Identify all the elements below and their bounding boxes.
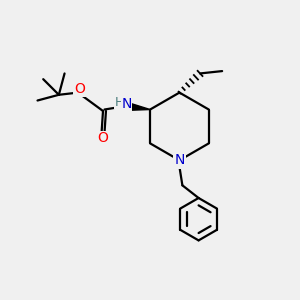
Text: N: N [174,153,184,167]
Text: O: O [98,131,108,146]
Text: H: H [115,96,124,109]
Text: O: O [74,82,85,97]
Polygon shape [128,103,150,110]
Text: N: N [122,97,132,111]
